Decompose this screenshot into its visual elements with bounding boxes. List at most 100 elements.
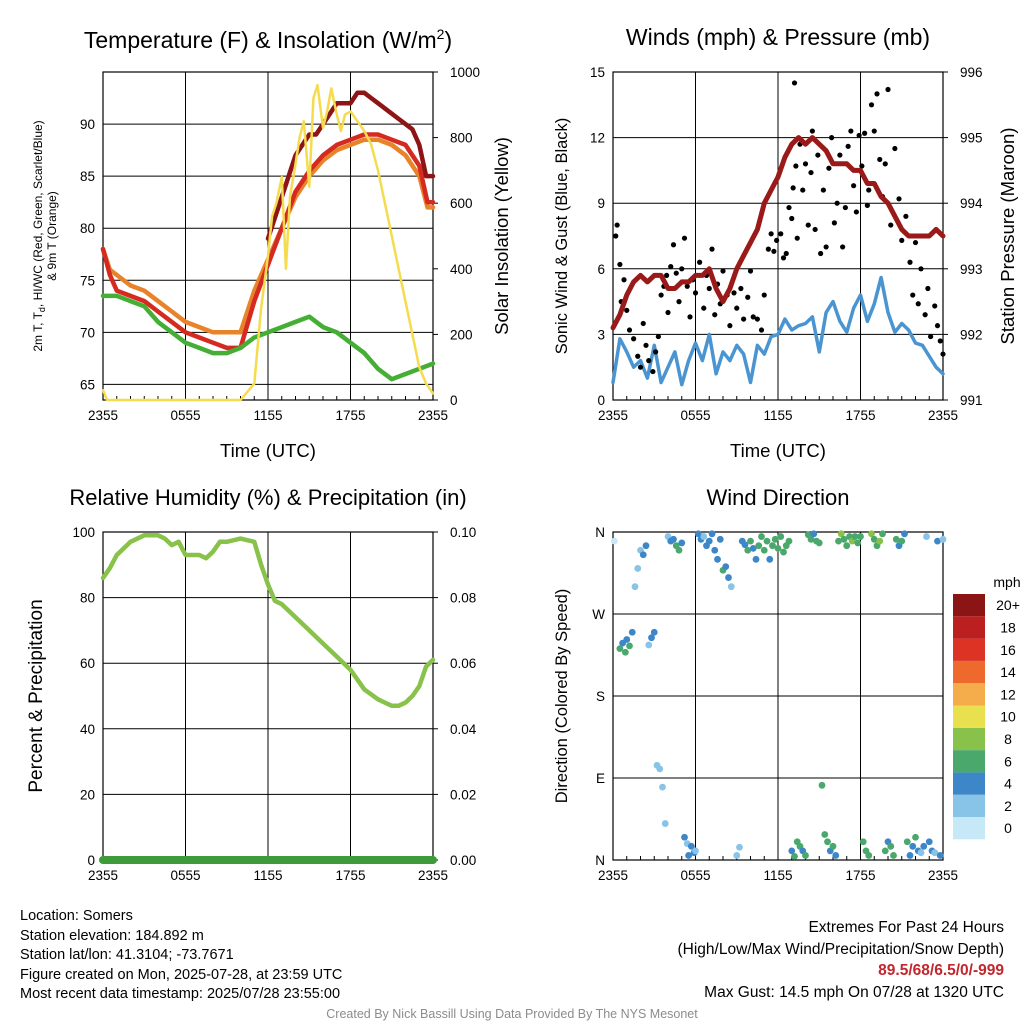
wind-direction-point — [788, 847, 796, 855]
wind-direction-point — [610, 537, 618, 545]
wind-gust-point — [664, 272, 670, 278]
wind-gust-point — [758, 327, 765, 333]
wind-y2-tick-label: 996 — [960, 65, 983, 80]
wind-direction-point — [832, 852, 840, 859]
wind-gust-point — [650, 368, 656, 375]
rh-y2-tick-label: 0.00 — [450, 853, 476, 868]
wind-gust-point — [888, 222, 894, 228]
wind-gust-point — [670, 242, 677, 248]
wind-direction-point — [810, 530, 818, 538]
wind-gust-point — [837, 152, 843, 158]
wind-gust-point — [621, 277, 627, 283]
temp-x-tick-label: 2355 — [88, 408, 118, 423]
wdir-y-tick-label: W — [592, 607, 605, 622]
wdir-x-tick-label: 2355 — [598, 868, 628, 883]
wind-direction-point — [917, 849, 925, 857]
temp-y2-tick-label: 200 — [450, 327, 473, 342]
credit-line: Created By Nick Bassill Using Data Provi… — [326, 1007, 698, 1021]
wind-y-tick-label: 0 — [597, 393, 605, 408]
wind-gust-point — [915, 301, 921, 307]
wind-x-tick-label: 2355 — [598, 408, 628, 423]
colorbar-swatch — [953, 705, 985, 728]
rh-x-tick-label: 1155 — [253, 868, 282, 883]
temp-y2-tick-label: 600 — [450, 196, 473, 211]
temp-plot-frame — [102, 71, 434, 401]
wind-direction-point — [692, 847, 699, 855]
wind-gust-point — [829, 135, 835, 141]
temp-y2-tick-label: 0 — [450, 393, 458, 408]
wind-direction-point — [645, 641, 653, 649]
wind-y2-tick-label: 992 — [960, 327, 983, 342]
temp-y2-tick-label: 1000 — [450, 65, 480, 80]
wind-gust-point — [871, 128, 877, 134]
wind-gust-point — [613, 233, 619, 239]
wind-y-tick-label: 9 — [597, 196, 605, 211]
extremes-title: Extremes For Past 24 Hours — [808, 919, 1004, 936]
wind-direction-point — [887, 842, 895, 850]
wind-direction-point — [659, 783, 666, 791]
wind-direction-point — [760, 546, 768, 554]
rh-y-tick-label: 100 — [72, 525, 95, 540]
wind-gust-point — [892, 145, 898, 152]
extremes-panel: Extremes For Past 24 Hours (High/Low/Max… — [678, 917, 1005, 1003]
wind-direction-point — [623, 636, 631, 643]
wind-direction-point — [892, 535, 900, 543]
wind-direction-point — [766, 555, 774, 563]
colorbar-swatch — [953, 817, 985, 840]
rh-chart-title: Relative Humidity (%) & Precipitation (i… — [69, 485, 466, 510]
wind-gust-point — [687, 314, 693, 320]
wdir-plot-frame — [612, 531, 944, 861]
rh-y2-tick-label: 0.10 — [450, 525, 476, 540]
wind-direction-point — [727, 583, 735, 591]
wind-y-tick-label: 6 — [597, 262, 605, 277]
temp-y-tick-label: 70 — [80, 325, 95, 340]
wind-gust-point — [928, 333, 934, 340]
wind-direction-point — [909, 842, 917, 850]
wdir-y-tick-label: N — [595, 853, 605, 868]
wind-gust-point — [697, 259, 703, 265]
wind-gust-point — [761, 292, 767, 298]
wind-gust-point — [940, 351, 946, 357]
wind-direction-point — [700, 533, 708, 540]
colorbar-label: 6 — [1004, 753, 1012, 769]
temp-x-axis-label: Time (UTC) — [220, 440, 316, 461]
wind-direction-point — [931, 849, 939, 857]
rh-y-tick-label: 60 — [80, 656, 95, 671]
temp-y-tick-label: 75 — [80, 273, 95, 288]
wind-gust-point — [738, 285, 744, 292]
wind-gust-point — [934, 323, 941, 329]
wind-gust-point — [673, 270, 679, 276]
wind-direction-point — [722, 563, 730, 571]
wind-direction-point — [837, 530, 845, 538]
wind-direction-point — [621, 648, 629, 656]
wind-gust-point — [653, 349, 659, 355]
wind-direction-point — [824, 838, 831, 846]
wind-gust-point — [853, 209, 859, 215]
wind-gust-point — [646, 358, 652, 364]
wind-gust-point — [859, 163, 865, 169]
wind-direction-point — [829, 842, 837, 850]
wind-gust-point — [684, 283, 690, 289]
temp-y2-axis-label: Solar Insolation (Yellow) — [491, 137, 512, 335]
wind-gust-point — [856, 132, 862, 139]
wind-direction-point — [758, 533, 765, 540]
wind-gust-point — [842, 204, 848, 211]
wind-direction-point — [694, 530, 702, 538]
wind-gust-point — [868, 102, 875, 108]
wind-direction-point — [616, 645, 624, 653]
temp-y-axis-label-line2: & 9m T (Orange) — [45, 191, 59, 281]
wind-y2-tick-label: 993 — [960, 262, 983, 277]
wind-gust-point — [864, 202, 870, 208]
wind-gust-point — [882, 161, 888, 167]
colorbar-label: 0 — [1004, 820, 1012, 836]
wind-gust-point — [845, 143, 851, 149]
temp-y-axis-label: 2m T, Td, HI/WC (Red, Green, Scarlet/Blu… — [31, 120, 47, 351]
wind-gust-point — [834, 200, 840, 206]
extremes-subtitle: (High/Low/Max Wind/Precipitation/Snow De… — [677, 940, 1005, 958]
extremes-values: 89.5/68/6.5/0/-999 — [878, 962, 1004, 979]
wind-gust-point — [640, 320, 646, 327]
wind-direction-point — [642, 542, 650, 550]
wind-gust-point — [617, 261, 623, 268]
wind-direction-point — [634, 565, 642, 572]
